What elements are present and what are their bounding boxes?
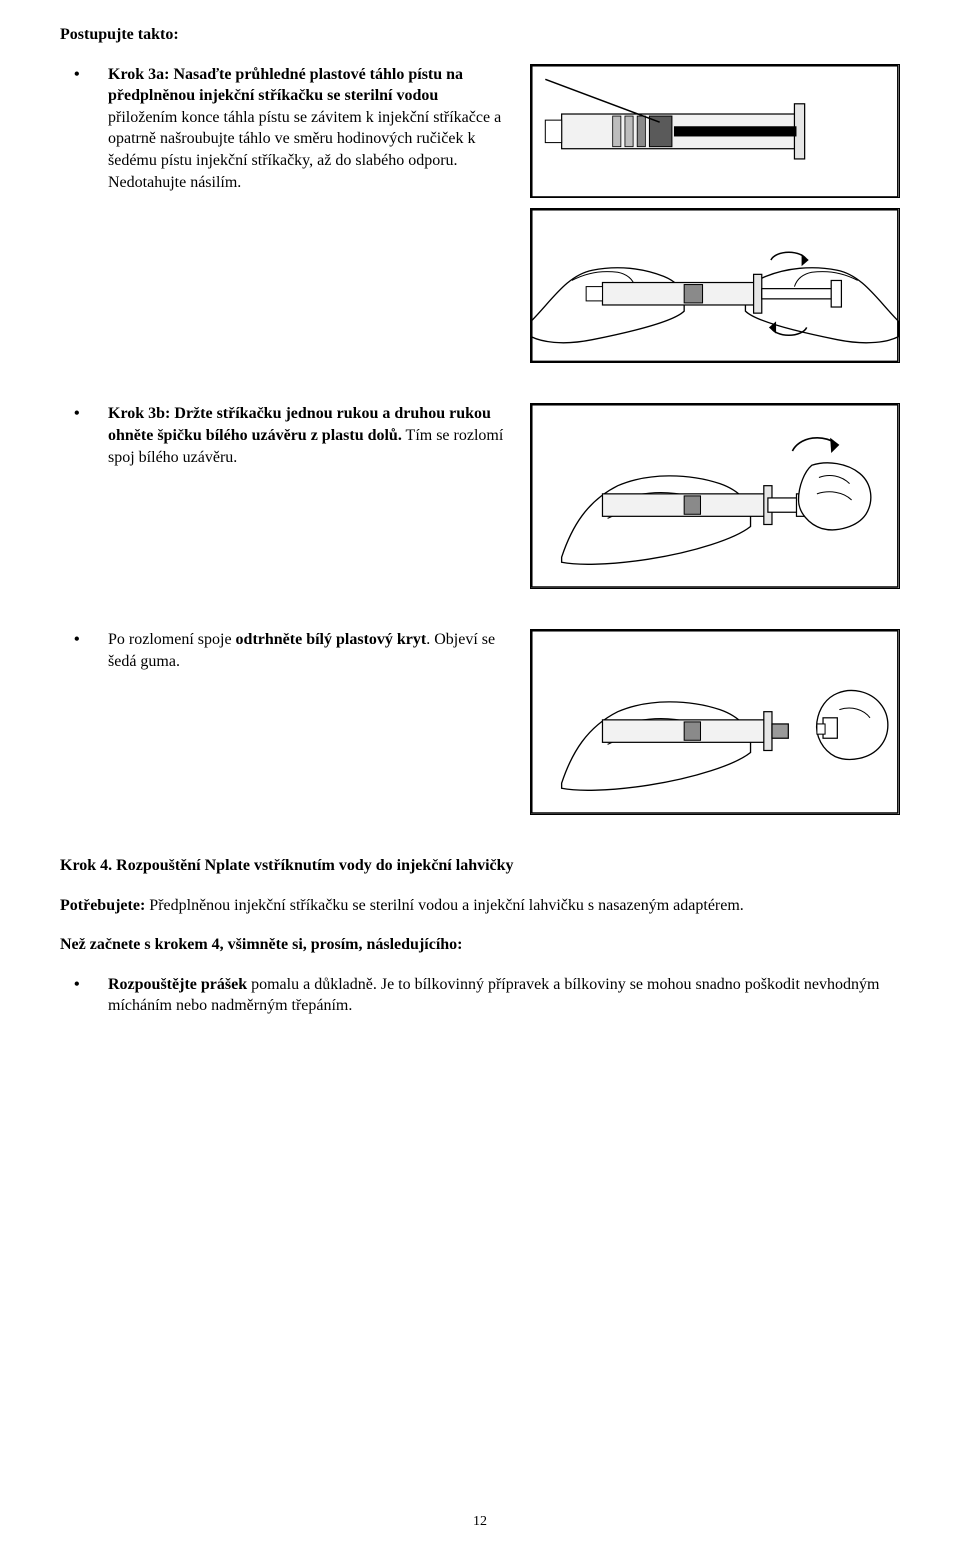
- step3b-bullet: Krok 3b: Držte stříkačku jednou rukou a …: [60, 403, 510, 468]
- illus-break-cap: [530, 403, 900, 589]
- step3a-bullet: Krok 3a: Nasaďte průhledné plastové táhl…: [60, 64, 510, 194]
- row-step-3b: Krok 3b: Držte stříkačku jednou rukou a …: [60, 403, 900, 589]
- step3a-text-col: Krok 3a: Nasaďte průhledné plastové táhl…: [60, 64, 510, 200]
- heading: Postupujte takto:: [60, 24, 900, 46]
- need-label: Potřebujete:: [60, 897, 145, 914]
- step3c-text-col: Po rozlomení spoje odtrhněte bílý plasto…: [60, 629, 510, 678]
- step3a-bold: Krok 3a: Nasaďte průhledné plastové táhl…: [108, 66, 463, 105]
- illus-pull-cap: [530, 629, 900, 815]
- step3c-pre: Po rozlomení spoje: [108, 631, 236, 648]
- illus-hands-screw: [530, 208, 900, 363]
- need-line: Potřebujete: Předplněnou injekční stříka…: [60, 895, 900, 917]
- step4-title: Krok 4. Rozpouštění Nplate vstříknutím v…: [60, 855, 900, 877]
- step3c-bold: odtrhněte bílý plastový kryt: [236, 631, 427, 648]
- row-step-3c: Po rozlomení spoje odtrhněte bílý plasto…: [60, 629, 900, 815]
- step3c-illus-col: [530, 629, 900, 815]
- step3b-illus-col: [530, 403, 900, 589]
- need-rest: Předplněnou injekční stříkačku se steril…: [145, 897, 744, 914]
- step3a-illus-col: [530, 64, 900, 364]
- illus-syringe-closeup: [530, 64, 900, 199]
- page-number: 12: [0, 1513, 960, 1532]
- step3b-text-col: Krok 3b: Držte stříkačku jednou rukou a …: [60, 403, 510, 474]
- dissolve-bullet: Rozpouštějte prášek pomalu a důkladně. J…: [60, 974, 900, 1017]
- step3c-bullet: Po rozlomení spoje odtrhněte bílý plasto…: [60, 629, 510, 672]
- row-step-3a: Krok 3a: Nasaďte průhledné plastové táhl…: [60, 64, 900, 364]
- step3a-rest: přiložením konce táhla pístu se závitem …: [108, 109, 501, 191]
- dissolve-bold: Rozpouštějte prášek: [108, 976, 247, 993]
- notice-line: Než začnete s krokem 4, všimněte si, pro…: [60, 934, 900, 956]
